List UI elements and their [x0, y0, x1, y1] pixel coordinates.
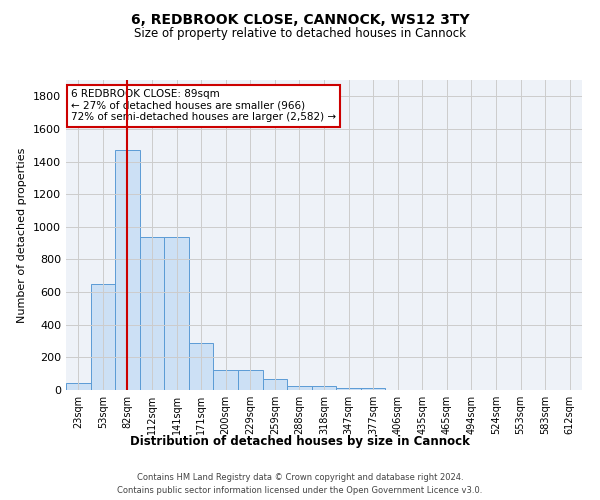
- Bar: [66, 384, 91, 390]
- Text: Contains public sector information licensed under the Open Government Licence v3: Contains public sector information licen…: [118, 486, 482, 495]
- Bar: [91, 284, 115, 390]
- Text: 6, REDBROOK CLOSE, CANNOCK, WS12 3TY: 6, REDBROOK CLOSE, CANNOCK, WS12 3TY: [131, 12, 469, 26]
- Bar: [238, 370, 263, 390]
- Bar: [287, 386, 312, 390]
- Bar: [361, 388, 385, 390]
- Bar: [140, 238, 164, 390]
- Bar: [164, 238, 189, 390]
- Bar: [115, 150, 140, 390]
- Bar: [214, 370, 238, 390]
- Text: Distribution of detached houses by size in Cannock: Distribution of detached houses by size …: [130, 435, 470, 448]
- Bar: [312, 386, 336, 390]
- Bar: [189, 342, 214, 390]
- Text: Contains HM Land Registry data © Crown copyright and database right 2024.: Contains HM Land Registry data © Crown c…: [137, 474, 463, 482]
- Bar: [263, 380, 287, 390]
- Y-axis label: Number of detached properties: Number of detached properties: [17, 148, 28, 322]
- Text: Size of property relative to detached houses in Cannock: Size of property relative to detached ho…: [134, 28, 466, 40]
- Text: 6 REDBROOK CLOSE: 89sqm
← 27% of detached houses are smaller (966)
72% of semi-d: 6 REDBROOK CLOSE: 89sqm ← 27% of detache…: [71, 90, 336, 122]
- Bar: [336, 388, 361, 390]
